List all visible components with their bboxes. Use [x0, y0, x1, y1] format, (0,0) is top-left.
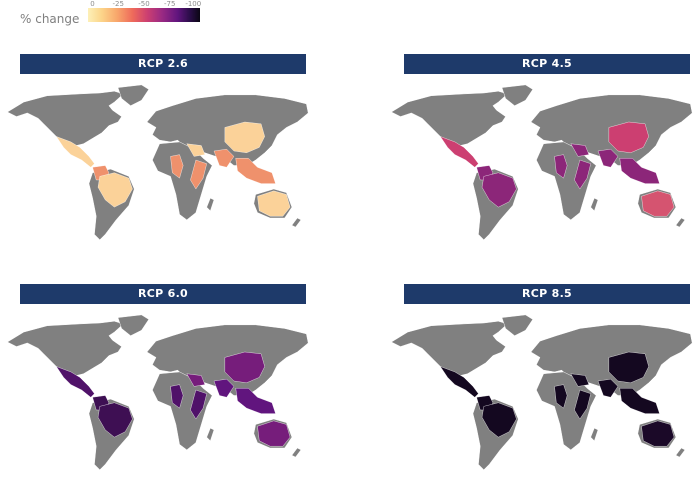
region-west-africa	[170, 154, 184, 179]
panel-rcp-8-5: RCP 8.5	[390, 284, 694, 504]
land-greenland	[501, 314, 534, 336]
region-east-africa	[574, 159, 591, 190]
legend-tick-1: -25	[112, 0, 124, 8]
region-central-america	[439, 136, 479, 168]
panel-title: RCP 2.6	[20, 54, 306, 74]
legend-tick-3: -75	[164, 0, 176, 8]
panel-title: RCP 6.0	[20, 284, 306, 304]
land-north-america	[390, 90, 508, 148]
land-madagascar	[590, 427, 599, 442]
region-central-america	[55, 366, 95, 398]
panel-title: RCP 4.5	[404, 54, 690, 74]
land-new-zealand	[675, 447, 686, 458]
region-west-africa	[170, 384, 184, 409]
land-greenland	[117, 84, 150, 106]
region-south-asia	[597, 378, 619, 398]
region-china	[608, 121, 649, 153]
region-australia	[641, 420, 675, 447]
region-southeast-asia	[619, 388, 660, 414]
region-middle-east	[186, 143, 206, 157]
land-madagascar	[590, 197, 599, 212]
region-china	[224, 121, 265, 153]
legend-color-bar	[88, 8, 200, 22]
region-australia	[641, 190, 675, 217]
region-southeast-asia	[235, 158, 276, 184]
region-west-africa	[554, 154, 568, 179]
region-southeast-asia	[619, 158, 660, 184]
panel-rcp-2-6: RCP 2.6	[6, 54, 310, 274]
world-map	[6, 314, 309, 471]
region-australia	[257, 420, 291, 447]
region-middle-east	[570, 143, 590, 157]
land-madagascar	[206, 427, 215, 442]
panel-rcp-4-5: RCP 4.5	[390, 54, 694, 274]
region-southeast-asia	[235, 388, 276, 414]
region-china	[608, 351, 649, 383]
land-madagascar	[206, 197, 215, 212]
land-new-zealand	[675, 217, 686, 228]
world-map	[6, 84, 309, 241]
land-greenland	[501, 84, 534, 106]
region-south-asia	[213, 148, 235, 168]
region-middle-east	[186, 373, 206, 387]
region-brazil	[97, 172, 133, 208]
land-north-america	[6, 320, 124, 378]
panel-rcp-6-0: RCP 6.0	[6, 284, 310, 504]
region-east-africa	[190, 389, 207, 420]
region-east-africa	[574, 389, 591, 420]
region-china	[224, 351, 265, 383]
legend-tick-2: -50	[138, 0, 150, 8]
region-east-africa	[190, 159, 207, 190]
land-new-zealand	[291, 447, 302, 458]
land-new-zealand	[291, 217, 302, 228]
region-west-africa	[554, 384, 568, 409]
region-brazil	[97, 402, 133, 438]
region-brazil	[481, 172, 517, 208]
region-brazil	[481, 402, 517, 438]
region-australia	[257, 190, 291, 217]
color-legend: % change 0 -25 -50 -75 -100	[20, 0, 201, 30]
region-central-america	[439, 366, 479, 398]
legend-tick-4: -100	[185, 0, 202, 8]
region-south-asia	[213, 378, 235, 398]
panel-title: RCP 8.5	[404, 284, 690, 304]
region-south-asia	[597, 148, 619, 168]
world-map	[390, 314, 693, 471]
land-north-america	[390, 320, 508, 378]
legend-title: % change	[20, 12, 80, 26]
region-middle-east	[570, 373, 590, 387]
land-north-america	[6, 90, 124, 148]
land-greenland	[117, 314, 150, 336]
legend-ticks: 0 -25 -50 -75 -100	[88, 0, 202, 8]
world-map	[390, 84, 693, 241]
region-central-america	[55, 136, 95, 168]
legend-tick-0: 0	[90, 0, 95, 8]
